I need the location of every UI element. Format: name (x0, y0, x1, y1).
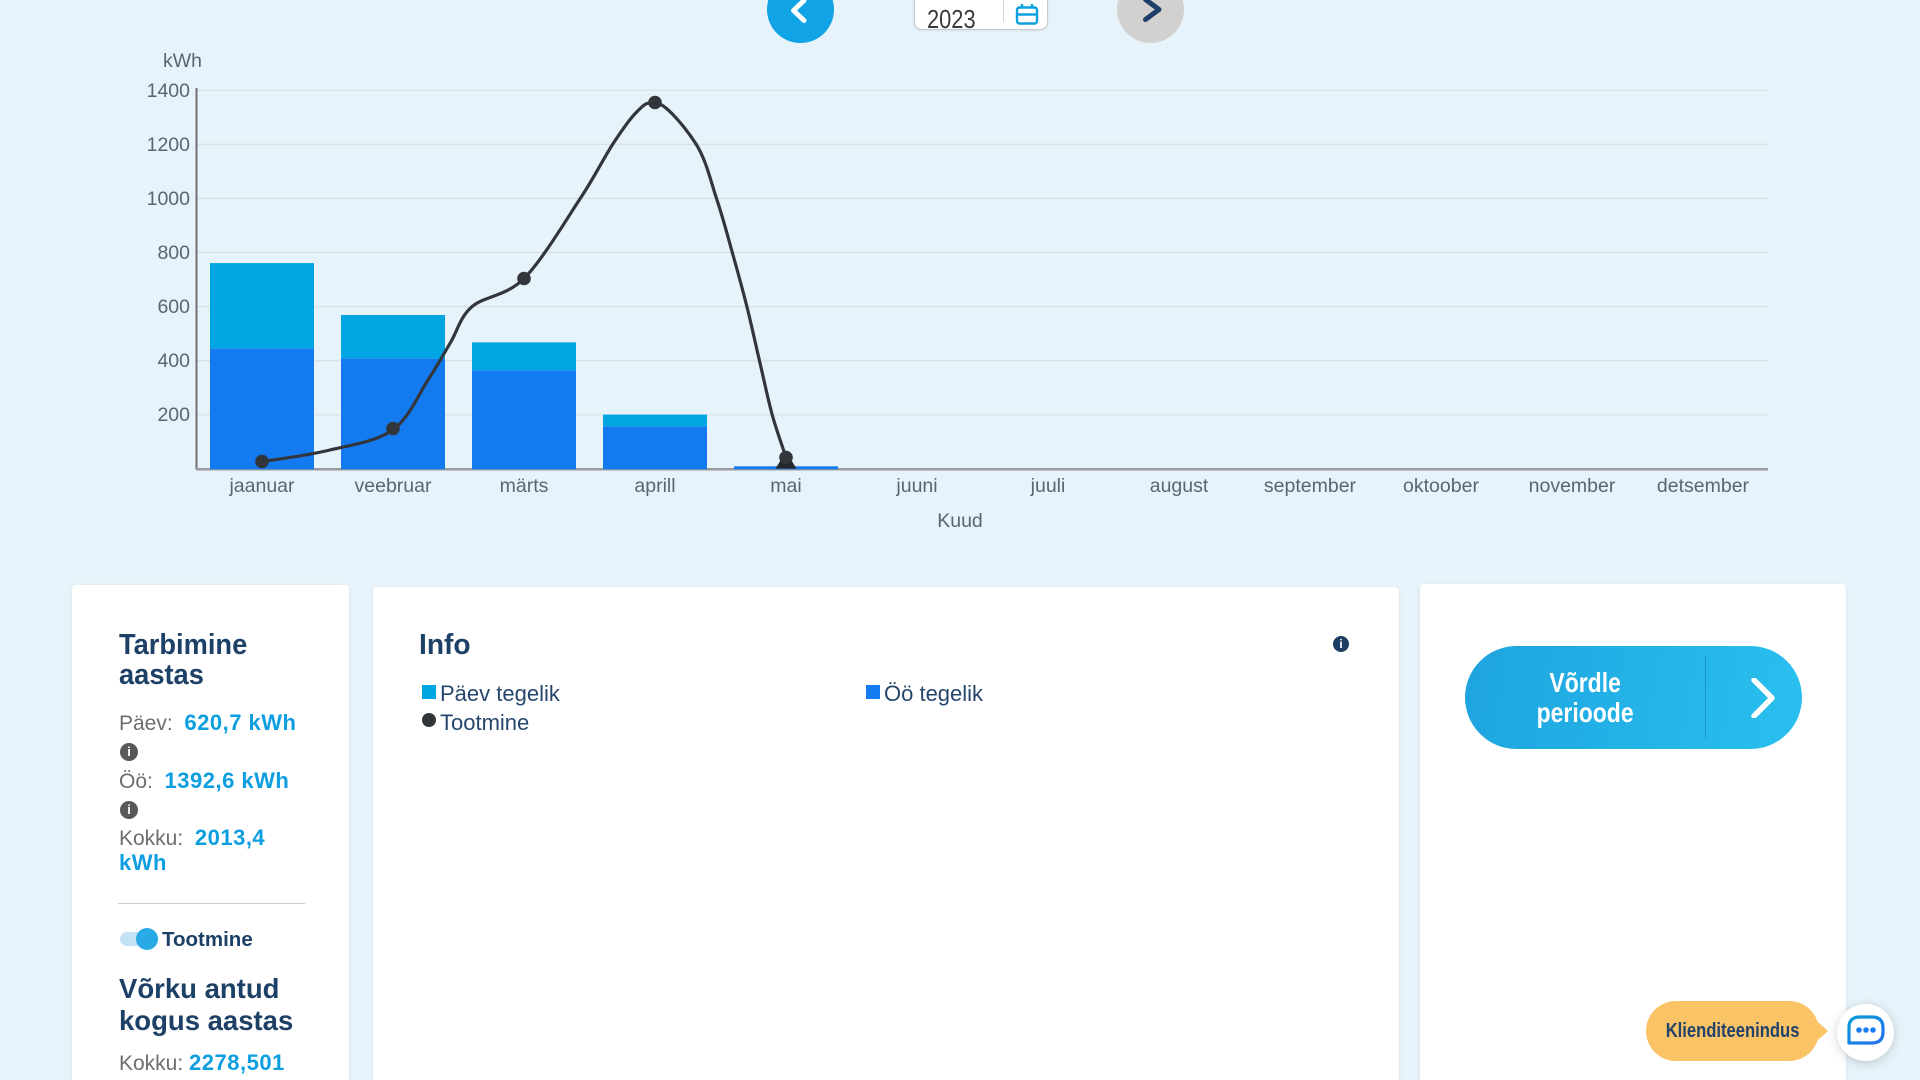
svg-text:september: september (1264, 475, 1357, 497)
svg-text:Kuud: Kuud (937, 510, 983, 532)
svg-text:800: 800 (157, 242, 190, 264)
svg-text:1400: 1400 (147, 80, 191, 102)
svg-text:veebruar: veebruar (355, 475, 432, 497)
svg-text:oktoober: oktoober (1403, 475, 1479, 497)
svg-text:1000: 1000 (147, 188, 191, 210)
svg-text:august: august (1150, 475, 1209, 497)
svg-text:600: 600 (157, 296, 190, 318)
svg-text:400: 400 (157, 350, 190, 372)
svg-text:200: 200 (157, 404, 190, 426)
svg-text:detsember: detsember (1657, 475, 1750, 497)
svg-text:juuni: juuni (895, 475, 937, 497)
svg-text:jaanuar: jaanuar (228, 475, 295, 497)
svg-text:kWh: kWh (163, 50, 202, 72)
svg-text:juuli: juuli (1030, 475, 1066, 497)
svg-text:1200: 1200 (147, 134, 191, 156)
svg-text:mai: mai (770, 475, 801, 497)
svg-text:aprill: aprill (634, 475, 675, 497)
svg-text:märts: märts (500, 475, 549, 497)
svg-text:november: november (1529, 475, 1616, 497)
